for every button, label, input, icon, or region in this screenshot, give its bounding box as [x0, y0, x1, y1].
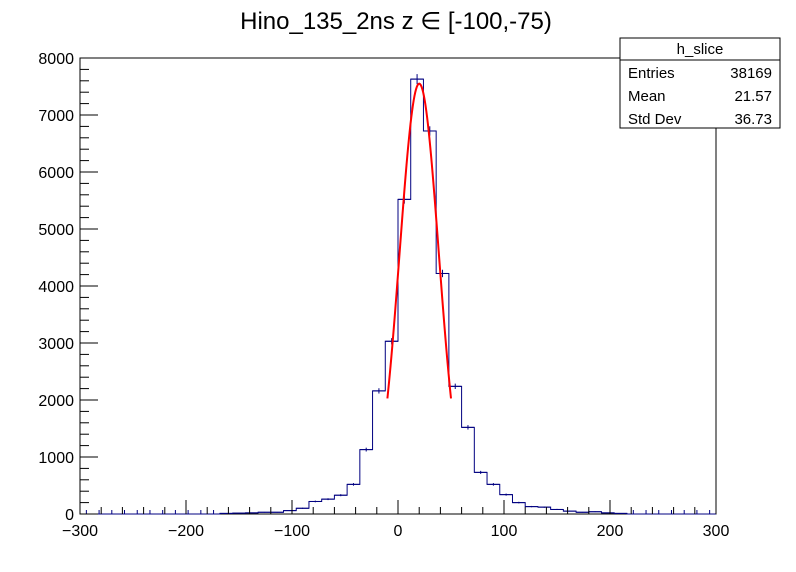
stats-stddev-value: 36.73 — [734, 111, 772, 128]
histogram-layer — [80, 74, 716, 515]
x-tick-label: 0 — [394, 523, 403, 540]
y-tick-label: 1000 — [38, 450, 74, 467]
stats-mean-label: Mean — [628, 88, 666, 105]
histogram-bin — [321, 498, 335, 501]
histogram-bin — [308, 500, 322, 503]
x-tick-label: 300 — [703, 523, 730, 540]
y-tick-label: 5000 — [38, 222, 74, 239]
histogram-bin — [245, 512, 259, 514]
y-tick-label: 2000 — [38, 393, 74, 410]
histogram-bin — [563, 510, 577, 512]
y-tick-label: 7000 — [38, 108, 74, 125]
gaussian-fit-curve — [386, 82, 452, 399]
histogram-bin — [512, 501, 526, 504]
y-tick-label: 4000 — [38, 279, 74, 296]
stats-box-frame — [619, 37, 781, 129]
histogram-outline — [80, 78, 716, 515]
y-tick-label: 3000 — [38, 336, 74, 353]
stats-box-title: h_slice — [677, 41, 724, 58]
histogram-bin — [448, 383, 462, 390]
histogram-bin — [258, 511, 271, 513]
stats-stddev-label: Std Dev — [628, 111, 682, 128]
x-tick-label: 100 — [491, 523, 518, 540]
histogram-bin — [537, 506, 551, 508]
histogram-bin — [359, 447, 373, 452]
y-tick-label: 0 — [65, 507, 74, 524]
histogram-bin — [525, 505, 538, 508]
y-tick-label: 6000 — [38, 165, 74, 182]
stats-mean-value: 21.57 — [734, 88, 772, 105]
histogram-bin — [550, 508, 564, 510]
stats-entries-label: Entries — [628, 65, 675, 82]
axis-layer: −300 −200 −100 0 100 200 300010002000300040005… — [38, 51, 729, 540]
histogram-bin — [474, 470, 488, 474]
x-tick-label: 200 — [597, 523, 624, 540]
histogram-bin — [487, 483, 500, 486]
histogram-bin — [436, 269, 449, 278]
y-tick-label: 8000 — [38, 51, 74, 68]
stats-entries-value: 38169 — [730, 65, 772, 82]
histogram-bin — [499, 493, 513, 496]
fit-layer — [386, 82, 452, 399]
histogram-bin — [270, 511, 284, 513]
histogram-bin — [588, 511, 602, 513]
x-tick-label: −200 — [168, 523, 204, 540]
stats-box: h_slice Entries 38169 Mean 21.57 Std Dev… — [619, 37, 781, 129]
chart-title: Hino_135_2ns z ∈ [-100,-75) — [240, 8, 552, 35]
histogram-bin — [334, 494, 348, 497]
histogram-bin — [576, 511, 589, 513]
x-tick-label: −300 — [62, 523, 98, 540]
histogram-bin — [283, 510, 297, 512]
histogram-bin — [347, 483, 360, 486]
histogram-bin — [296, 507, 309, 509]
histogram-bin — [372, 388, 386, 394]
histogram-bin — [410, 74, 424, 85]
histogram-bin — [461, 425, 475, 430]
x-tick-label: −100 — [274, 523, 310, 540]
histogram-bin — [601, 512, 615, 514]
